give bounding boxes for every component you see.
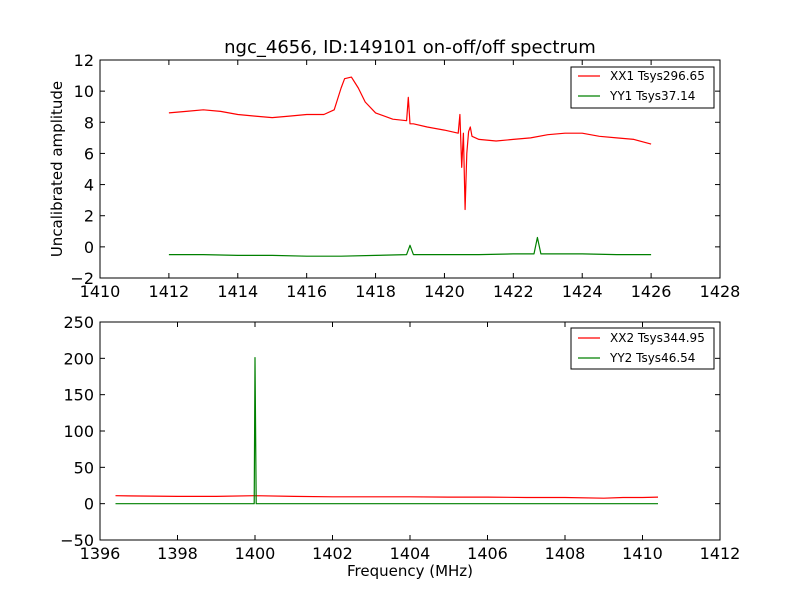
figure-title: ngc_4656, ID:149101 on-off/off spectrum <box>224 37 596 58</box>
top-x-tick-label: 1410 <box>80 282 121 301</box>
bottom-x-tick-label: 1400 <box>235 544 276 563</box>
top-y-tick-label: 2 <box>84 207 94 226</box>
bottom-y-tick-label: 0 <box>84 495 94 514</box>
top-y-tick-label: 4 <box>84 176 94 195</box>
top-y-tick-label: 12 <box>74 51 94 70</box>
bottom-x-tick-label: 1402 <box>312 544 353 563</box>
bottom-x-axis-title: Frequency (MHz) <box>347 562 473 580</box>
top-x-tick-label: 1422 <box>493 282 534 301</box>
top-x-tick-label: 1414 <box>217 282 258 301</box>
top-y-axis-title: Uncalibrated amplitude <box>48 81 66 257</box>
bottom-y-tick-label: 200 <box>63 349 94 368</box>
top-series-layer <box>168 76 652 257</box>
top-y-tick-label: 8 <box>84 113 94 132</box>
bottom-x-tick-label: 1398 <box>157 544 198 563</box>
bottom-y-tick-label: 250 <box>63 313 94 332</box>
bottom-x-tick-label: 1412 <box>700 544 741 563</box>
top-legend: XX1 Tsys296.65 YY1 Tsys37.14 <box>570 66 715 109</box>
bottom-ticks-layer: 1396 1398 1400 1402 1404 1406 1408 1410 1412 −50 0… <box>60 313 740 563</box>
top-y-tick-label: 0 <box>84 238 94 257</box>
top-legend-box <box>570 66 715 109</box>
bottom-y-tick-label: −50 <box>60 531 94 550</box>
top-x-tick-label: 1416 <box>286 282 327 301</box>
top-series-yy1-line <box>168 236 652 257</box>
bottom-y-tick-label: 100 <box>63 422 94 441</box>
bottom-x-tick-label: 1410 <box>622 544 663 563</box>
top-y-tick-label: 6 <box>84 144 94 163</box>
top-plot-frame <box>99 59 721 279</box>
top-x-tick-label: 1428 <box>700 282 741 301</box>
bottom-x-tick-label: 1396 <box>80 544 121 563</box>
top-x-tick-label: 1426 <box>631 282 672 301</box>
top-spectrum-panel: 1410 1412 1414 1416 1418 1420 1422 1424 1426 1428… <box>48 51 740 301</box>
top-y-tick-label: −2 <box>70 269 94 288</box>
bottom-legend-box <box>570 327 715 370</box>
bottom-x-tick-label: 1404 <box>390 544 431 563</box>
bottom-y-tick-label: 50 <box>74 458 94 477</box>
bottom-legend-label-yy2: YY2 Tsys46.54 <box>609 351 695 365</box>
bottom-series-yy2-line <box>115 357 658 505</box>
top-legend-label-xx1: XX1 Tsys296.65 <box>610 69 705 83</box>
bottom-legend: XX2 Tsys344.95 YY2 Tsys46.54 <box>570 327 715 370</box>
top-x-tick-label: 1420 <box>424 282 465 301</box>
top-y-tick-label: 10 <box>74 82 94 101</box>
top-ticks-layer: 1410 1412 1414 1416 1418 1420 1422 1424 1426 1428… <box>70 51 740 301</box>
top-x-tick-label: 1412 <box>149 282 190 301</box>
bottom-y-tick-label: 150 <box>63 386 94 405</box>
top-x-tick-label: 1418 <box>355 282 396 301</box>
bottom-x-tick-label: 1408 <box>545 544 586 563</box>
bottom-x-tick-label: 1406 <box>467 544 508 563</box>
bottom-series-xx2-line <box>115 495 659 499</box>
top-series-xx1-line <box>168 76 652 211</box>
top-legend-label-yy1: YY1 Tsys37.14 <box>609 89 695 103</box>
top-x-tick-label: 1424 <box>562 282 603 301</box>
bottom-series-layer <box>115 357 659 505</box>
bottom-spectrum-panel: 1396 1398 1400 1402 1404 1406 1408 1410 1412 −50 0… <box>60 313 740 580</box>
bottom-legend-label-xx2: XX2 Tsys344.95 <box>610 331 705 345</box>
